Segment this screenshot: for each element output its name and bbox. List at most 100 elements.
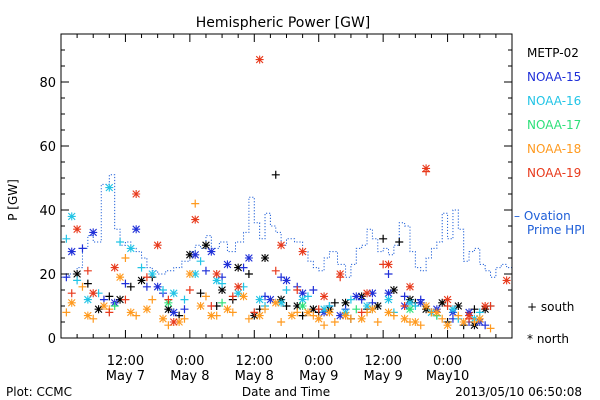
- noaa-16-south-point: [346, 295, 355, 304]
- noaa-15-south-point: [309, 286, 318, 294]
- noaa-18-south-point: [261, 305, 270, 314]
- noaa-18-south-point: [148, 295, 157, 304]
- noaa-18-north-point: [384, 308, 393, 317]
- noaa-15-south-point: [384, 270, 393, 278]
- legend-entry: NOAA-19: [527, 166, 581, 180]
- noaa-16-south-point: [180, 295, 189, 304]
- noaa-19-north-point: [443, 295, 452, 304]
- noaa-15-north-point: [368, 289, 377, 298]
- noaa-18-north-point: [126, 308, 135, 317]
- noaa-15-north-point: [191, 250, 200, 259]
- noaa-18-north-point: [196, 302, 205, 310]
- y-tick-label: 20: [39, 268, 56, 283]
- noaa-18-north-point: [422, 302, 431, 310]
- noaa-18-south-point: [277, 318, 286, 326]
- x-tick-date-label: May 9: [364, 369, 403, 384]
- noaa-19-south-point: [250, 308, 259, 317]
- noaa-18-north-point: [239, 292, 248, 301]
- noaa-18-south-point: [78, 282, 87, 291]
- noaa-19-south-point: [228, 292, 237, 301]
- noaa-16-north-point: [277, 298, 286, 307]
- noaa-18-south-point: [121, 254, 130, 262]
- noaa-16-north-point: [298, 295, 307, 304]
- noaa-18-north-point: [368, 305, 377, 314]
- x-tick-time-label: 12:00: [107, 354, 144, 369]
- y-tick-label: 60: [39, 140, 56, 155]
- noaa-19-south-point: [357, 308, 366, 317]
- legend-entry: NOAA-18: [527, 142, 581, 156]
- metp-02-north-point: [137, 276, 146, 285]
- noaa-19-north-point: [73, 225, 82, 234]
- noaa-19-south-point: [164, 295, 173, 304]
- metp-02-north-point: [185, 250, 194, 259]
- legend-ovation-label: Prime HPI: [527, 223, 585, 237]
- noaa-19-north-point: [363, 289, 372, 298]
- noaa-18-south-point: [320, 321, 329, 330]
- legend-entry: NOAA-15: [527, 70, 581, 84]
- noaa-19-north-point: [89, 289, 98, 298]
- noaa-18-south-point: [330, 318, 339, 326]
- noaa-15-south-point: [121, 279, 130, 288]
- noaa-15-north-point: [352, 292, 361, 301]
- noaa-18-north-point: [255, 311, 264, 320]
- noaa-18-south-point: [201, 292, 210, 301]
- x-tick-time-label: 12:00: [236, 354, 273, 369]
- legend-entry: METP-02: [527, 46, 579, 60]
- noaa-19-south-point: [121, 295, 130, 304]
- noaa-16-south-point: [62, 234, 71, 243]
- metp-02-north-point: [454, 302, 463, 310]
- metp-02-south-point: [395, 238, 404, 246]
- noaa-19-south-point: [293, 286, 302, 294]
- noaa-15-north-point: [336, 311, 345, 320]
- legend-south-marker: + south: [527, 300, 574, 314]
- noaa-18-north-point: [325, 308, 334, 317]
- noaa-18-north-point: [314, 314, 323, 323]
- noaa-19-north-point: [234, 282, 243, 291]
- noaa-19-south-point: [83, 266, 92, 275]
- metp-02-north-point: [309, 305, 318, 314]
- noaa-19-south-point: [271, 266, 280, 275]
- noaa-16-north-point: [384, 295, 393, 304]
- noaa-18-south-point: [486, 324, 495, 333]
- noaa-15-north-point: [169, 308, 178, 317]
- metp-02-south-point: [271, 170, 280, 179]
- noaa-16-north-point: [191, 270, 200, 278]
- metp-02-north-point: [218, 286, 227, 294]
- noaa-18-south-point: [62, 308, 71, 317]
- y-tick-label: 40: [39, 204, 56, 219]
- noaa-17-south-point: [110, 302, 119, 310]
- legend: METP-02 NOAA-15 NOAA-16 NOAA-17 NOAA-18 NOAA-…: [514, 46, 585, 346]
- noaa-15-north-point: [244, 254, 253, 262]
- y-tick-label: 0: [48, 332, 56, 347]
- metp-02-north-point: [261, 254, 270, 262]
- metp-02-north-point: [373, 302, 382, 310]
- noaa-19-south-point: [67, 289, 76, 298]
- noaa-17-north-point: [405, 305, 414, 314]
- noaa-19-north-point: [153, 241, 162, 250]
- legend-entry: NOAA-17: [527, 118, 581, 132]
- y-tick-label: 80: [39, 76, 56, 91]
- x-tick-date-label: May 8: [235, 369, 274, 384]
- plot-credit: Plot: CCMC: [6, 385, 72, 399]
- noaa-18-north-point: [475, 314, 484, 323]
- noaa-17-south-point: [352, 305, 361, 314]
- noaa-16-north-point: [105, 183, 114, 192]
- noaa-19-north-point: [212, 270, 221, 278]
- metp-02-south-point: [196, 289, 205, 298]
- noaa-18-north-point: [83, 311, 92, 320]
- noaa-16-north-point: [148, 270, 157, 278]
- noaa-18-north-point: [159, 314, 168, 323]
- noaa-18-north-point: [207, 311, 216, 320]
- legend-entry: NOAA-16: [527, 94, 581, 108]
- noaa-17-north-point: [298, 302, 307, 310]
- legend-ovation-label: – Ovation: [514, 209, 571, 223]
- noaa-16-north-point: [448, 305, 457, 314]
- noaa-16-north-point: [67, 212, 76, 221]
- noaa-16-north-point: [405, 298, 414, 307]
- noaa-16-south-point: [73, 276, 82, 285]
- noaa-19-south-point: [185, 286, 194, 294]
- noaa-15-north-point: [89, 228, 98, 237]
- metp-02-north-point: [164, 305, 173, 314]
- noaa-15-south-point: [239, 263, 248, 272]
